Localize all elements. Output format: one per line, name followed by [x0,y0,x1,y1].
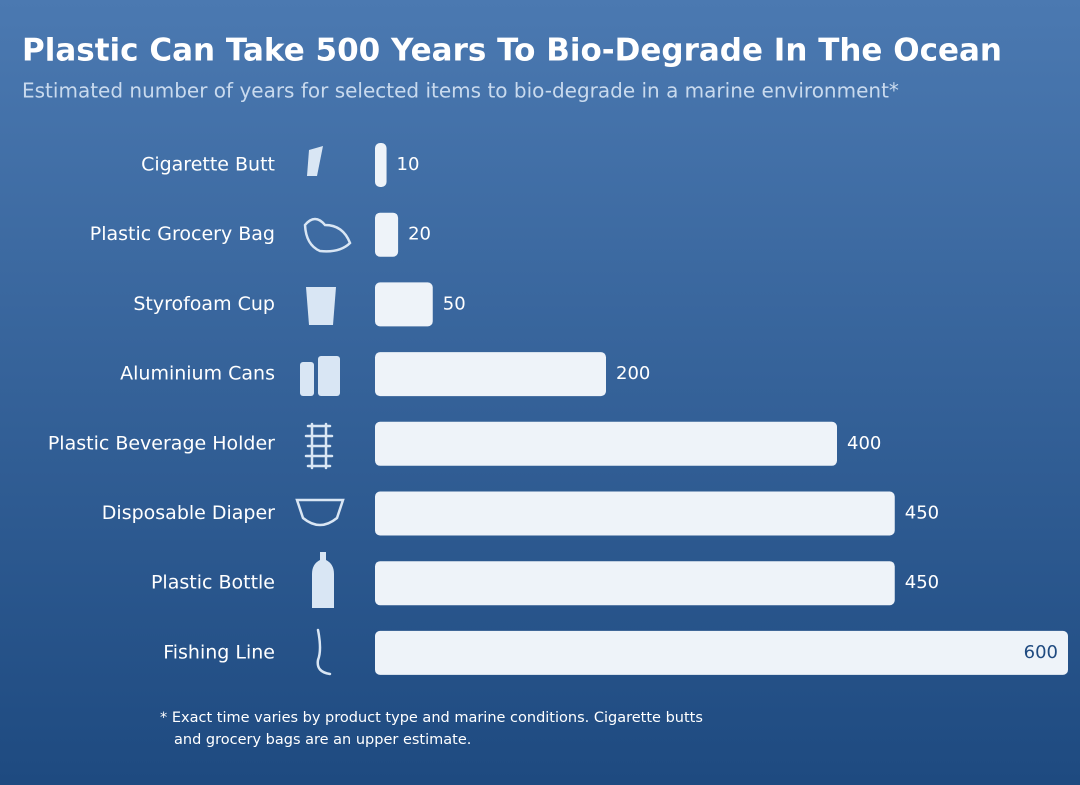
bar [375,282,433,327]
bar [375,352,606,397]
icon-bottle [312,552,334,608]
value-label: 600 [1024,642,1058,663]
chart-title: Plastic Can Take 500 Years To Bio-Degrad… [22,33,1002,69]
value-label: 400 [847,433,881,454]
category-label: Plastic Beverage Holder [48,432,275,454]
value-label: 450 [905,503,939,524]
category-label: Disposable Diaper [102,502,275,524]
bar [375,491,895,536]
icon-fishing-line [316,628,332,676]
icon-diaper [295,498,345,527]
icon-cup [306,287,336,325]
value-label: 50 [443,293,466,314]
value-label: 200 [616,363,650,384]
value-label: 450 [905,572,939,593]
icon-cigarette [307,146,323,176]
footnote: and grocery bags are an upper estimate. [174,732,471,748]
chart-subtitle: Estimated number of years for selected i… [22,79,899,103]
footnote: * Exact time varies by product type and … [160,710,703,726]
bar [375,212,399,257]
category-label: Fishing Line [163,641,275,663]
icon-bag [303,217,352,253]
bar [375,421,837,466]
value-label: 10 [397,154,420,175]
icon-holder [304,422,334,470]
icon-can [318,356,340,396]
category-label: Cigarette Butt [141,154,275,176]
bar [375,630,1068,675]
category-label: Plastic Bottle [151,572,275,594]
icons [295,146,352,676]
category-label: Aluminium Cans [120,363,275,385]
bar [375,561,895,606]
bar [375,143,387,187]
icon-can [300,362,314,396]
category-label: Styrofoam Cup [133,293,275,315]
value-label: 20 [408,224,431,245]
category-label: Plastic Grocery Bag [90,223,275,245]
